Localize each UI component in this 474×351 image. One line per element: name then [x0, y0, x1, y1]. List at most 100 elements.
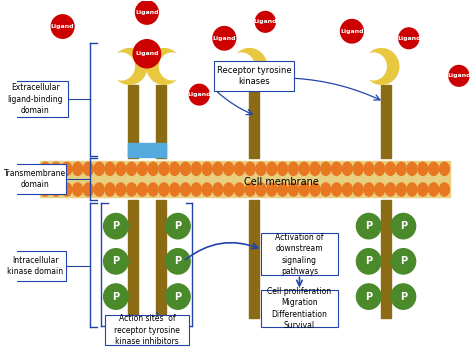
- Ellipse shape: [181, 183, 191, 196]
- Ellipse shape: [396, 183, 406, 196]
- Circle shape: [112, 48, 147, 84]
- Ellipse shape: [439, 162, 449, 176]
- Ellipse shape: [191, 183, 201, 196]
- Bar: [128, 200, 138, 327]
- Circle shape: [340, 19, 363, 43]
- Ellipse shape: [116, 183, 126, 196]
- Ellipse shape: [428, 183, 438, 196]
- Ellipse shape: [235, 183, 245, 196]
- Circle shape: [104, 213, 128, 239]
- Circle shape: [255, 12, 275, 32]
- Ellipse shape: [407, 162, 417, 176]
- Ellipse shape: [385, 183, 395, 196]
- Text: P: P: [112, 292, 119, 302]
- Ellipse shape: [364, 162, 374, 176]
- Text: Ligand: Ligand: [340, 29, 364, 34]
- Ellipse shape: [127, 183, 137, 196]
- Ellipse shape: [310, 183, 320, 196]
- Ellipse shape: [418, 183, 428, 196]
- Text: Ligand: Ligand: [254, 19, 277, 24]
- Circle shape: [165, 213, 190, 239]
- Text: Ligand: Ligand: [135, 51, 159, 56]
- Ellipse shape: [170, 162, 180, 176]
- Text: Intracellular
kinase domain: Intracellular kinase domain: [7, 256, 64, 276]
- Circle shape: [136, 1, 158, 24]
- Ellipse shape: [256, 183, 266, 196]
- Ellipse shape: [105, 162, 115, 176]
- Circle shape: [133, 40, 161, 68]
- Text: Receptor tyrosine
kinases: Receptor tyrosine kinases: [217, 66, 291, 86]
- Ellipse shape: [375, 162, 384, 176]
- Ellipse shape: [73, 183, 82, 196]
- Text: P: P: [365, 221, 372, 231]
- Circle shape: [364, 48, 399, 84]
- Ellipse shape: [428, 162, 438, 176]
- Ellipse shape: [342, 183, 352, 196]
- Ellipse shape: [137, 162, 147, 176]
- Ellipse shape: [310, 162, 320, 176]
- Bar: [155, 200, 165, 327]
- Circle shape: [228, 53, 254, 80]
- Circle shape: [449, 66, 469, 86]
- Ellipse shape: [51, 162, 61, 176]
- Text: P: P: [400, 292, 407, 302]
- Ellipse shape: [191, 162, 201, 176]
- Ellipse shape: [353, 162, 363, 176]
- Text: P: P: [174, 292, 182, 302]
- Ellipse shape: [62, 162, 72, 176]
- Ellipse shape: [288, 162, 298, 176]
- Ellipse shape: [213, 183, 223, 196]
- Ellipse shape: [245, 183, 255, 196]
- Ellipse shape: [278, 183, 288, 196]
- Ellipse shape: [235, 162, 245, 176]
- Ellipse shape: [62, 183, 72, 196]
- Text: Extracellular
ligand-binding
domain: Extracellular ligand-binding domain: [8, 84, 63, 115]
- Bar: [249, 200, 259, 318]
- Text: Ligand: Ligand: [212, 36, 236, 41]
- Text: Ligand: Ligand: [447, 73, 471, 78]
- Ellipse shape: [288, 183, 298, 196]
- Ellipse shape: [331, 162, 341, 176]
- Ellipse shape: [353, 183, 363, 196]
- Circle shape: [391, 213, 416, 239]
- Circle shape: [213, 27, 236, 50]
- Bar: [128, 85, 138, 158]
- Text: P: P: [400, 221, 407, 231]
- Circle shape: [356, 213, 381, 239]
- Circle shape: [159, 53, 185, 80]
- Ellipse shape: [105, 183, 115, 196]
- Ellipse shape: [94, 162, 104, 176]
- Ellipse shape: [407, 183, 417, 196]
- Text: P: P: [365, 292, 372, 302]
- Circle shape: [391, 249, 416, 274]
- Circle shape: [356, 284, 381, 309]
- Ellipse shape: [170, 183, 180, 196]
- Text: Ligand: Ligand: [397, 36, 420, 41]
- Ellipse shape: [375, 183, 384, 196]
- Bar: [155, 85, 165, 158]
- Circle shape: [104, 249, 128, 274]
- Ellipse shape: [267, 183, 277, 196]
- Ellipse shape: [181, 162, 191, 176]
- Circle shape: [104, 284, 128, 309]
- Text: Activation of
downstream
signaling
pathways: Activation of downstream signaling pathw…: [275, 233, 324, 276]
- Ellipse shape: [159, 162, 169, 176]
- Bar: [128, 143, 165, 157]
- FancyBboxPatch shape: [261, 290, 338, 327]
- Ellipse shape: [299, 162, 309, 176]
- Ellipse shape: [83, 162, 93, 176]
- Text: P: P: [174, 256, 182, 266]
- Ellipse shape: [396, 162, 406, 176]
- Ellipse shape: [418, 162, 428, 176]
- Bar: [40, 161, 450, 198]
- Text: P: P: [365, 256, 372, 266]
- Ellipse shape: [202, 162, 212, 176]
- FancyBboxPatch shape: [2, 81, 68, 117]
- Circle shape: [51, 15, 74, 38]
- Ellipse shape: [116, 162, 126, 176]
- Circle shape: [232, 48, 267, 84]
- Bar: [381, 200, 391, 318]
- Text: P: P: [400, 256, 407, 266]
- Ellipse shape: [321, 183, 331, 196]
- FancyBboxPatch shape: [5, 164, 66, 194]
